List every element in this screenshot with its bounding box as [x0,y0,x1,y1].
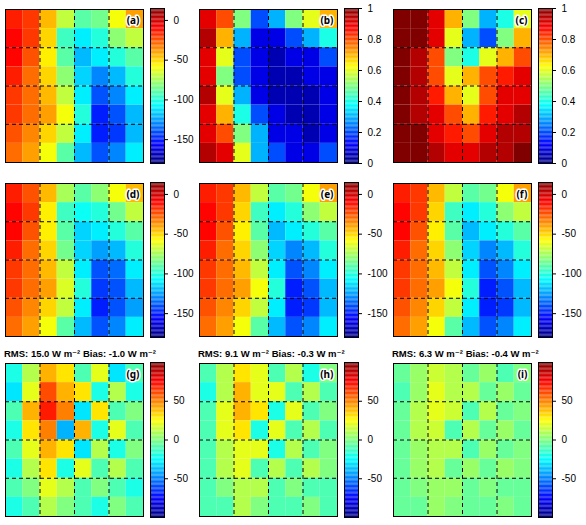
svg-text:0: 0 [562,189,568,200]
svg-text:-50: -50 [562,473,577,484]
svg-text:0: 0 [562,158,568,168]
svg-text:50: 50 [368,395,380,406]
svg-text:-150: -150 [174,134,194,145]
svg-text:0: 0 [368,189,374,200]
svg-text:(a): (a) [127,13,140,27]
svg-text:0: 0 [174,15,180,26]
svg-text:0.4: 0.4 [562,96,576,107]
svg-text:(f): (f) [516,187,527,201]
svg-text:-150: -150 [368,308,388,319]
svg-text:0.6: 0.6 [368,65,382,76]
svg-text:(g): (g) [126,367,139,381]
svg-text:(h): (h) [320,367,333,381]
svg-text:(d): (d) [126,187,139,201]
svg-text:-150: -150 [562,308,582,319]
svg-text:-50: -50 [368,228,383,239]
svg-text:-50: -50 [562,228,577,239]
svg-text:0.4: 0.4 [368,96,382,107]
svg-text:0: 0 [174,434,180,445]
svg-text:0: 0 [174,189,180,200]
svg-text:(e): (e) [321,187,334,201]
svg-text:0.2: 0.2 [562,127,576,138]
svg-text:-100: -100 [174,268,194,279]
svg-text:-50: -50 [174,54,189,65]
svg-text:1: 1 [368,3,374,14]
svg-text:1: 1 [562,3,568,14]
svg-text:(b): (b) [320,13,333,27]
svg-text:0.8: 0.8 [562,34,576,45]
svg-text:50: 50 [174,395,186,406]
html-text:RMS: 15.0 W m⁻² Bias: -1.0 W m: RMS: 15.0 W m⁻² Bias: -1.0 W m⁻² [4,348,156,359]
svg-text:0: 0 [562,434,568,445]
svg-text:-100: -100 [174,94,194,105]
svg-text:(c): (c) [516,13,528,27]
svg-text:-50: -50 [174,473,189,484]
html-text:RMS: 6.3 W m⁻² Bias: -0.4 W m⁻: RMS: 6.3 W m⁻² Bias: -0.4 W m⁻² [392,348,539,359]
svg-text:(i): (i) [518,367,528,381]
html-text:RMS: 9.1 W m⁻² Bias: -0.3 W m⁻: RMS: 9.1 W m⁻² Bias: -0.3 W m⁻² [198,348,345,359]
svg-text:-50: -50 [174,228,189,239]
svg-text:50: 50 [562,395,574,406]
svg-text:0: 0 [368,434,374,445]
svg-text:0: 0 [368,158,374,168]
svg-text:-100: -100 [562,268,582,279]
svg-text:0.6: 0.6 [562,65,576,76]
svg-text:-50: -50 [368,473,383,484]
svg-text:0.8: 0.8 [368,34,382,45]
svg-text:-150: -150 [174,308,194,319]
svg-text:0.2: 0.2 [368,127,382,138]
svg-text:-100: -100 [368,268,388,279]
